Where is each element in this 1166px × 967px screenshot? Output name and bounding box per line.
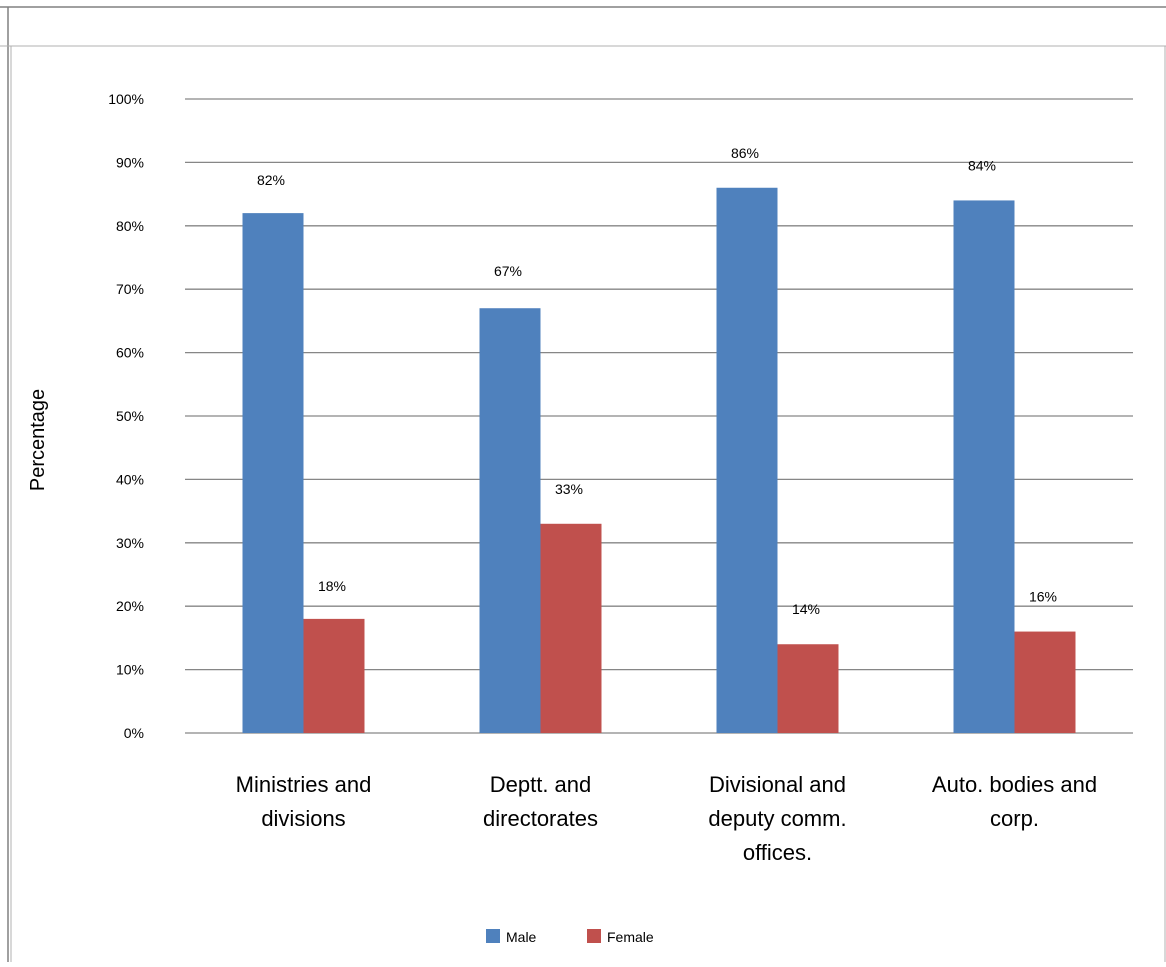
y-tick-labels: 0% 10% 20% 30% 40% 50% 60% 70% 80% 90% 100%	[108, 91, 144, 741]
data-label-female: 16%	[1029, 589, 1057, 605]
legend-label-male: Male	[506, 929, 537, 945]
data-label-female: 18%	[318, 578, 346, 594]
data-label-male: 67%	[494, 263, 522, 279]
y-tick-label: 40%	[116, 471, 144, 487]
category-label-line: divisions	[261, 806, 345, 831]
category-label: Deptt. and directorates	[483, 772, 598, 831]
y-tick-label: 10%	[116, 662, 144, 678]
data-label-female: 33%	[555, 481, 583, 497]
category-label-line: deputy comm.	[708, 806, 846, 831]
category-label-line: Ministries and	[236, 772, 372, 797]
y-tick-label: 100%	[108, 91, 144, 107]
category-label-line: corp.	[990, 806, 1039, 831]
category-label-line: directorates	[483, 806, 598, 831]
y-tick-label: 0%	[124, 725, 144, 741]
bar-female	[540, 523, 602, 733]
data-labels: 82% 67% 86% 84% 18% 33% 14% 16%	[257, 145, 1057, 617]
y-tick-label: 80%	[116, 218, 144, 234]
y-axis-label: Percentage	[27, 389, 49, 491]
legend-label-female: Female	[607, 929, 654, 945]
data-label-male: 82%	[257, 172, 285, 188]
legend: Male Female	[486, 929, 654, 945]
category-labels: Ministries and divisions Deptt. and directo…	[236, 772, 1097, 865]
y-tick-label: 20%	[116, 598, 144, 614]
bar-male	[716, 187, 778, 733]
bar-male	[479, 308, 541, 733]
y-tick-label: 90%	[116, 154, 144, 170]
legend-swatch-female	[587, 929, 601, 943]
bars	[242, 187, 1076, 733]
category-label-line: offices.	[743, 840, 812, 865]
data-label-male: 86%	[731, 145, 759, 161]
y-tick-label: 30%	[116, 535, 144, 551]
y-tick-label: 70%	[116, 281, 144, 297]
bar-female	[303, 618, 365, 733]
bar-female	[1014, 631, 1076, 733]
bar-male	[242, 213, 304, 733]
category-label-line: Deptt. and	[490, 772, 592, 797]
bar-male	[953, 200, 1015, 733]
category-label: Ministries and divisions	[236, 772, 372, 831]
category-label-line: Auto. bodies and	[932, 772, 1097, 797]
category-label-line: Divisional and	[709, 772, 846, 797]
legend-swatch-male	[486, 929, 500, 943]
category-label: Auto. bodies and corp.	[932, 772, 1097, 831]
data-label-female: 14%	[792, 601, 820, 617]
bar-female	[777, 644, 839, 733]
data-label-male: 84%	[968, 157, 996, 173]
y-tick-label: 50%	[116, 408, 144, 424]
category-label: Divisional and deputy comm. offices.	[708, 772, 846, 865]
y-tick-label: 60%	[116, 345, 144, 361]
